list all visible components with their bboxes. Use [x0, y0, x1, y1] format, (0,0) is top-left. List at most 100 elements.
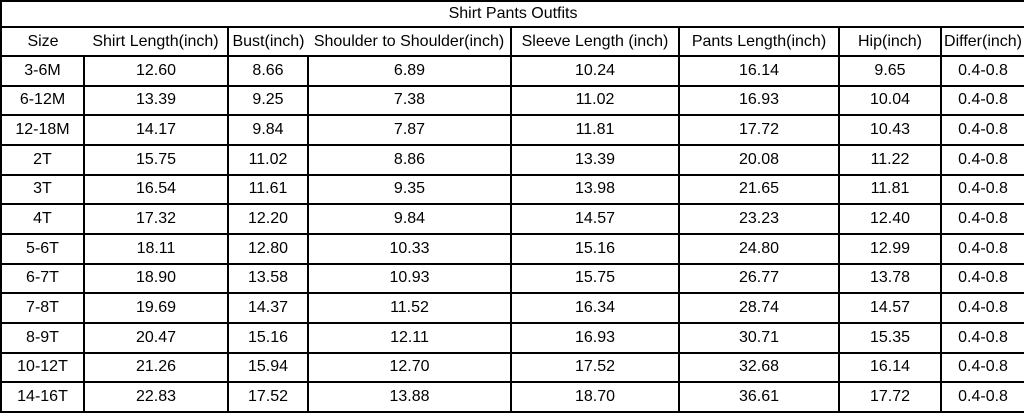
size-label-cell: 8-9T — [0, 321, 85, 354]
table-cell: 17.72 — [838, 381, 942, 413]
table-cell: 12.40 — [838, 203, 942, 235]
table-cell: 11.02 — [227, 143, 309, 176]
table-cell: 0.4-0.8 — [939, 173, 1024, 206]
table-cell: 12.20 — [227, 203, 309, 235]
table-cell: 18.70 — [510, 381, 680, 413]
table-row: 4T 17.32 12.20 9.84 14.57 23.23 12.40 0.4-0.8 — [0, 203, 1024, 235]
table-cell: 13.39 — [510, 143, 680, 176]
table-cell: 16.34 — [510, 292, 680, 324]
table-row: 3-6M 12.60 8.66 6.89 10.24 16.14 9.65 0.4-0.8 — [0, 55, 1024, 87]
table-cell: 13.88 — [307, 381, 512, 413]
table-title: Shirt Pants Outfits — [0, 0, 1024, 28]
table-cell: 21.65 — [678, 173, 840, 206]
table-cell: 7.38 — [307, 84, 512, 117]
size-label-cell: 3T — [0, 173, 85, 206]
table-body: 3-6M 12.60 8.66 6.89 10.24 16.14 9.65 0.4-0.8 6-… — [0, 55, 1024, 413]
table-cell: 17.52 — [510, 351, 680, 384]
column-header-bust-inch: Bust(inch) — [227, 26, 309, 57]
table-cell: 16.93 — [678, 84, 840, 117]
table-row: 14-16T 22.83 17.52 13.88 18.70 36.61 17.72 0.4-… — [0, 381, 1024, 413]
table-cell: 8.66 — [227, 55, 309, 87]
table-cell: 0.4-0.8 — [939, 321, 1024, 354]
table-cell: 0.4-0.8 — [939, 114, 1024, 146]
table-cell: 15.16 — [227, 321, 309, 354]
table-cell: 11.81 — [838, 173, 942, 206]
table-cell: 16.14 — [678, 55, 840, 87]
table-cell: 13.98 — [510, 173, 680, 206]
table-cell: 0.4-0.8 — [939, 292, 1024, 324]
table-cell: 12.80 — [227, 232, 309, 265]
table-cell: 11.52 — [307, 292, 512, 324]
size-label-cell: 12-18M — [0, 114, 85, 146]
table-cell: 14.37 — [227, 292, 309, 324]
table-cell: 16.14 — [838, 351, 942, 384]
table-cell: 7.87 — [307, 114, 512, 146]
table-cell: 26.77 — [678, 262, 840, 295]
table-cell: 11.61 — [227, 173, 309, 206]
table-cell: 13.58 — [227, 262, 309, 295]
table-row: 10-12T 21.26 15.94 12.70 17.52 32.68 16.14 0.4-… — [0, 351, 1024, 384]
size-label-cell: 2T — [0, 143, 85, 176]
table-row: 3T 16.54 11.61 9.35 13.98 21.65 11.81 0.4-0.8 — [0, 173, 1024, 206]
table-cell: 0.4-0.8 — [939, 203, 1024, 235]
table-cell: 10.33 — [307, 232, 512, 265]
table-cell: 9.25 — [227, 84, 309, 117]
header-row: Size Shirt Length(inch) Bust(inch) Shoulder… — [0, 26, 1024, 57]
table-cell: 14.57 — [838, 292, 942, 324]
size-label-cell: 14-16T — [0, 381, 85, 413]
table-cell: 12.11 — [307, 321, 512, 354]
table-cell: 15.94 — [227, 351, 309, 384]
table-cell: 8.86 — [307, 143, 512, 176]
table-cell: 32.68 — [678, 351, 840, 384]
table-cell: 24.80 — [678, 232, 840, 265]
table-cell: 36.61 — [678, 381, 840, 413]
column-header-pants-length-inch: Pants Length(inch) — [678, 26, 840, 57]
table-cell: 12.70 — [307, 351, 512, 384]
table-cell: 28.74 — [678, 292, 840, 324]
column-header-differ-inch: Differ(inch) — [939, 26, 1024, 57]
table-cell: 23.23 — [678, 203, 840, 235]
table-cell: 10.24 — [510, 55, 680, 87]
table-cell: 0.4-0.8 — [939, 381, 1024, 413]
table-cell: 17.72 — [678, 114, 840, 146]
table-cell: 16.93 — [510, 321, 680, 354]
table-cell: 9.84 — [307, 203, 512, 235]
table-cell: 12.99 — [838, 232, 942, 265]
table-row: 6-12M 13.39 9.25 7.38 11.02 16.93 10.04 0.4-0.8 — [0, 84, 1024, 117]
table-cell: 14.57 — [510, 203, 680, 235]
table-cell: 13.78 — [838, 262, 942, 295]
size-label-cell: 3-6M — [0, 55, 85, 87]
table-cell: 30.71 — [678, 321, 840, 354]
table-row: 2T 15.75 11.02 8.86 13.39 20.08 11.22 0.4-0.8 — [0, 143, 1024, 176]
table-cell: 10.93 — [307, 262, 512, 295]
table-cell: 10.43 — [838, 114, 942, 146]
table-cell: 21.26 — [83, 351, 229, 384]
table-cell: 15.35 — [838, 321, 942, 354]
table-cell: 11.22 — [838, 143, 942, 176]
table-cell: 17.32 — [83, 203, 229, 235]
table-row: 6-7T 18.90 13.58 10.93 15.75 26.77 13.78 0.4-0.… — [0, 262, 1024, 295]
table-cell: 13.39 — [83, 84, 229, 117]
size-label-cell: 7-8T — [0, 292, 85, 324]
table-cell: 9.65 — [838, 55, 942, 87]
table-row: 8-9T 20.47 15.16 12.11 16.93 30.71 15.35 0.4-0.… — [0, 321, 1024, 354]
column-header-sleeve-length-inch: Sleeve Length (inch) — [510, 26, 680, 57]
table-cell: 15.75 — [83, 143, 229, 176]
table-cell: 0.4-0.8 — [939, 55, 1024, 87]
table-row: 7-8T 19.69 14.37 11.52 16.34 28.74 14.57 0.4-0.… — [0, 292, 1024, 324]
table-cell: 20.08 — [678, 143, 840, 176]
table-row: 5-6T 18.11 12.80 10.33 15.16 24.80 12.99 0.4-0.… — [0, 232, 1024, 265]
table-cell: 18.11 — [83, 232, 229, 265]
table-row: 12-18M 14.17 9.84 7.87 11.81 17.72 10.43 0.4-0.… — [0, 114, 1024, 146]
table-cell: 17.52 — [227, 381, 309, 413]
table-cell: 12.60 — [83, 55, 229, 87]
size-label-cell: 10-12T — [0, 351, 85, 384]
table-cell: 15.75 — [510, 262, 680, 295]
table-cell: 0.4-0.8 — [939, 143, 1024, 176]
column-header-hip-inch: Hip(inch) — [838, 26, 942, 57]
table-cell: 0.4-0.8 — [939, 84, 1024, 117]
column-header-size: Size — [0, 26, 85, 57]
table-cell: 10.04 — [838, 84, 942, 117]
